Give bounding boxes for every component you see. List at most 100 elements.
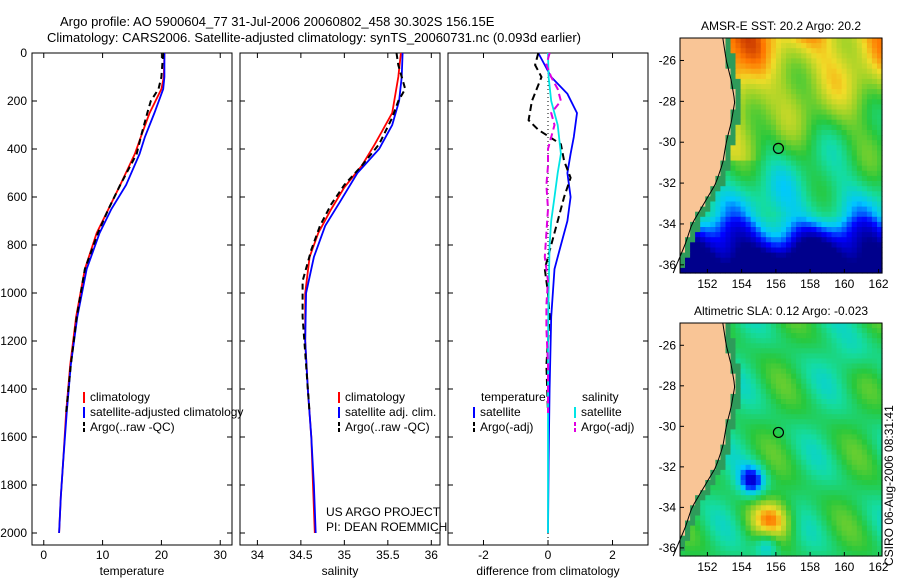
- sst-map-cell: [811, 252, 817, 259]
- sla-map-cell: [685, 500, 691, 506]
- sst-map-cell: [796, 38, 802, 44]
- sla-map-cell: [877, 480, 883, 486]
- sla-map-cell: [841, 328, 848, 334]
- sla-map-cell: [705, 449, 711, 456]
- sst-map-cell: [826, 43, 833, 49]
- sst-map-cell: [690, 170, 696, 177]
- sst-map-cell: [816, 130, 822, 136]
- sla-map-cell: [776, 368, 782, 375]
- sst-map-cell: [851, 68, 858, 75]
- sla-map-ytick-label: -36: [659, 541, 677, 555]
- sst-map-cell: [760, 242, 767, 248]
- sla-map-cell: [786, 383, 792, 390]
- sst-map-cell: [715, 114, 721, 121]
- sla-map-cell: [861, 480, 868, 486]
- sla-map-cell: [680, 358, 686, 365]
- sla-map-cell: [700, 454, 706, 461]
- sst-map-cell: [846, 252, 853, 259]
- sst-map-cell: [786, 232, 792, 238]
- sst-map-cell: [877, 196, 883, 203]
- sst-map-cell: [690, 68, 696, 75]
- sla-map-cell: [841, 323, 848, 329]
- sst-map-cell: [695, 38, 701, 44]
- sla-map-cell: [735, 378, 742, 385]
- sst-map-cell: [755, 262, 762, 269]
- difference-xtick-label: 2: [609, 548, 616, 562]
- sla-map-cell: [821, 454, 827, 461]
- sla-map-cell: [791, 424, 797, 430]
- sst-map-cell: [796, 84, 802, 90]
- sla-map-cell: [791, 495, 797, 501]
- sla-map-xtick-label: 158: [800, 560, 820, 574]
- sst-map-cell: [851, 237, 858, 243]
- sst-map-cell: [776, 155, 782, 162]
- sla-map-cell: [750, 485, 757, 491]
- sla-map-cell: [700, 540, 706, 547]
- sst-map-cell: [811, 155, 817, 162]
- sst-map-cell: [715, 73, 721, 80]
- sla-map-cell: [866, 393, 873, 400]
- sla-map-cell: [836, 399, 843, 405]
- sst-map-cell: [700, 267, 706, 274]
- sla-map-cell: [735, 434, 742, 441]
- sst-map-cell: [695, 181, 701, 187]
- sst-map-ytick-label: -28: [659, 94, 677, 108]
- sla-map-cell: [811, 510, 817, 517]
- sst-map-cell: [705, 38, 711, 44]
- sst-map-cell: [755, 257, 762, 264]
- sst-map-cell: [791, 191, 797, 197]
- sla-map-cell: [720, 454, 726, 461]
- sla-map-cell: [796, 500, 802, 506]
- sla-map-cell: [841, 439, 848, 446]
- sst-map-cell: [750, 206, 757, 213]
- sla-map-cell: [700, 358, 706, 365]
- sst-map-cell: [791, 252, 797, 259]
- sla-map-cell: [735, 409, 742, 415]
- sla-map-cell: [806, 515, 812, 522]
- sst-map-cell: [781, 89, 787, 95]
- sst-map-cell: [745, 135, 752, 141]
- sst-map-cell: [685, 211, 691, 218]
- sla-map-cell: [811, 419, 817, 425]
- sst-map-cell: [735, 89, 742, 95]
- sst-map-cell: [705, 140, 711, 146]
- sst-map-cell: [781, 237, 787, 243]
- sst-map-cell: [720, 232, 726, 238]
- sst-map-cell: [705, 150, 711, 157]
- sst-map-cell: [861, 135, 868, 141]
- sla-map-cell: [725, 429, 732, 436]
- sst-map-cell: [720, 252, 726, 259]
- sst-map-cell: [760, 186, 767, 192]
- sla-map-cell: [750, 378, 757, 385]
- sst-map-cell: [841, 191, 848, 197]
- sst-map-cell: [690, 201, 696, 208]
- sla-map-cell: [856, 393, 863, 400]
- sst-map-cell: [801, 38, 807, 44]
- sla-map-cell: [781, 333, 787, 339]
- sla-map-cell: [680, 485, 686, 491]
- sla-map-cell: [856, 505, 863, 511]
- sla-map-cell: [700, 550, 706, 557]
- sla-map-cell: [735, 333, 742, 339]
- sla-map-ytick-label: -34: [659, 500, 677, 514]
- sla-map-cell: [776, 383, 782, 390]
- sla-map-cell: [871, 540, 878, 547]
- sla-map-cell: [760, 323, 767, 329]
- sst-map-cell: [755, 181, 762, 187]
- sla-map-cell: [710, 363, 716, 370]
- sst-map-cell: [760, 99, 767, 105]
- sla-map-cell: [811, 333, 817, 339]
- sla-map-cell: [720, 373, 726, 380]
- sst-map-cell: [856, 262, 863, 269]
- sst-map-cell: [710, 94, 716, 100]
- sla-map-cell: [745, 363, 752, 370]
- sst-map-cell: [811, 257, 817, 264]
- sla-map-cell: [735, 530, 742, 537]
- sla-map-cell: [781, 530, 787, 537]
- sla-map-cell: [781, 469, 787, 476]
- sla-map-cell: [786, 439, 792, 446]
- salinity-annotation-pi: PI: DEAN ROEMMICH: [326, 520, 447, 534]
- sla-map-cell: [877, 424, 883, 430]
- sla-map-cell: [710, 464, 716, 471]
- sla-map-cell: [745, 399, 752, 405]
